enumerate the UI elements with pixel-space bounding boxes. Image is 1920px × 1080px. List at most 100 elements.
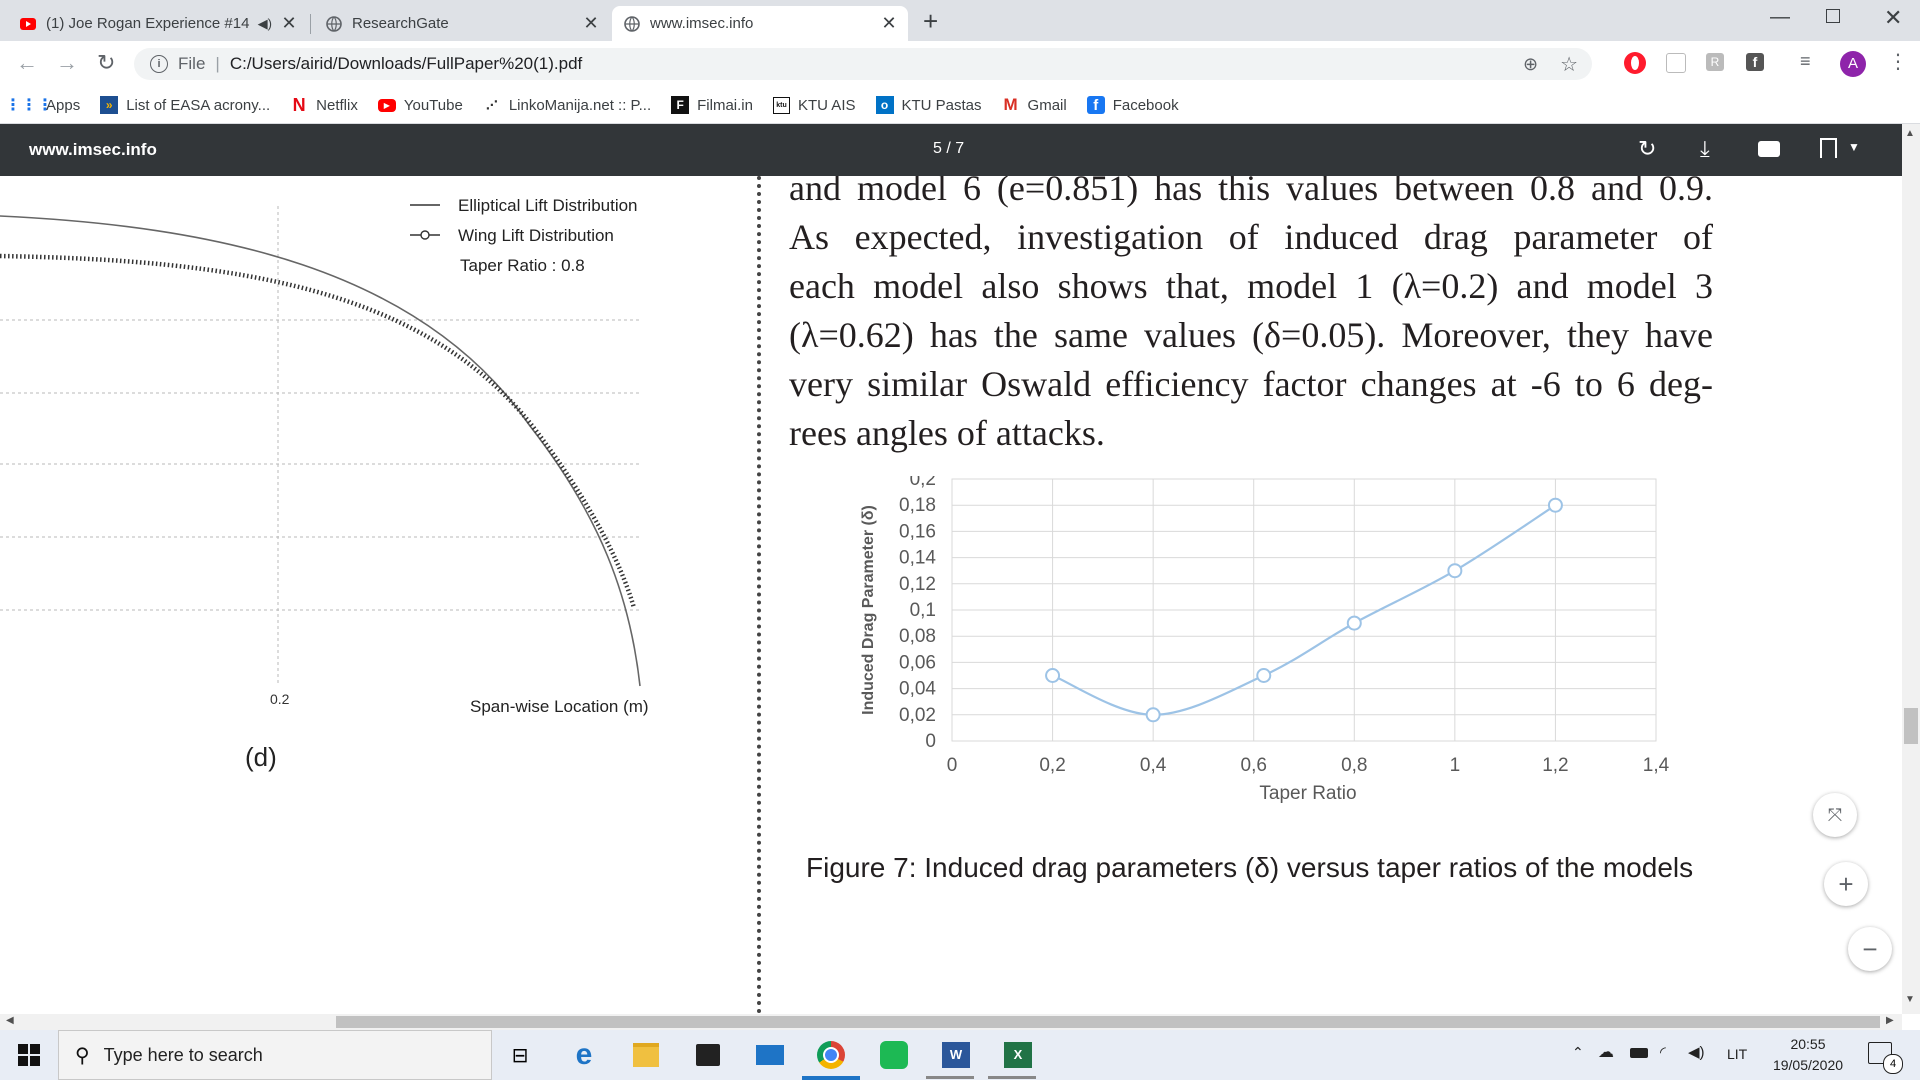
- excel-running-indicator: [988, 1076, 1036, 1079]
- page-indicator[interactable]: 5 / 7: [933, 140, 965, 157]
- wifi-icon[interactable]: ◜: [1660, 1044, 1666, 1061]
- panel-label: (d): [245, 742, 277, 772]
- scroll-down-icon[interactable]: ▼: [1905, 994, 1915, 1005]
- print-icon[interactable]: [1758, 141, 1780, 157]
- chrome-icon[interactable]: [813, 1037, 849, 1073]
- back-icon[interactable]: ←: [16, 50, 38, 75]
- bookmark-ktu-ais[interactable]: ktu KTU AIS: [772, 96, 856, 114]
- bookmark-label: Netflix: [316, 96, 358, 114]
- y-tick-label: 0: [925, 731, 936, 752]
- store-icon[interactable]: [690, 1037, 726, 1073]
- legend-taper-ratio: Taper Ratio : 0.8: [460, 256, 585, 275]
- zoom-out-button[interactable]: −: [1848, 927, 1892, 971]
- reading-list-icon[interactable]: ≡: [1800, 51, 1811, 71]
- filmai-icon: F: [671, 96, 690, 114]
- opera-extension-icon[interactable]: [1624, 52, 1646, 74]
- restore-icon[interactable]: [1826, 9, 1840, 23]
- volume-icon[interactable]: ◀): [1688, 1044, 1705, 1061]
- bookmark-label: List of EASA acrony...: [126, 96, 271, 114]
- induced-drag-chart: 0 0,2 0,4 0,6 0,8 1 1,2 1,4 0 0,02 0,04 0,06 0,08 0,1…: [860, 476, 1670, 804]
- scroll-right-icon[interactable]: ▶: [1886, 1015, 1894, 1026]
- bookmark-icon[interactable]: [1820, 138, 1837, 158]
- legend-wing: Wing Lift Distribution: [458, 226, 614, 245]
- windows-start-icon[interactable]: [18, 1044, 40, 1066]
- x-tick-label: 0,6: [1241, 755, 1267, 776]
- vertical-scroll-thumb[interactable]: [1904, 708, 1918, 744]
- excel-icon[interactable]: X: [1000, 1037, 1036, 1073]
- taskbar-search-box[interactable]: ⚲ Type here to search: [58, 1030, 492, 1080]
- legend-elliptical: Elliptical Lift Distribution: [458, 196, 638, 215]
- forward-icon[interactable]: →: [56, 50, 78, 75]
- onedrive-icon[interactable]: ☁: [1598, 1044, 1614, 1061]
- action-center-icon[interactable]: [1868, 1042, 1892, 1064]
- bookmark-easa[interactable]: » List of EASA acrony...: [100, 96, 270, 114]
- bookmark-filmai[interactable]: F Filmai.in: [671, 96, 753, 114]
- bookmark-linkomanija[interactable]: ⋰ LinkoManija.net :: P...: [483, 96, 651, 114]
- mail-icon[interactable]: [752, 1037, 788, 1073]
- address-bar[interactable]: i File | C:/Users/airid/Downloads/FullPa…: [134, 48, 1592, 80]
- youtube-icon: [20, 17, 36, 30]
- tab-imsec[interactable]: www.imsec.info ✕: [612, 6, 908, 41]
- tab-close-icon[interactable]: ✕: [881, 13, 897, 33]
- reload-icon[interactable]: ↻: [97, 50, 116, 75]
- language-indicator[interactable]: LIT: [1727, 1046, 1748, 1062]
- chevron-down-icon[interactable]: ▼: [1848, 140, 1860, 154]
- vertical-scrollbar[interactable]: ▲ ▼: [1902, 124, 1920, 1014]
- word-icon[interactable]: W: [938, 1037, 974, 1073]
- bookmark-ktu-pastas[interactable]: o KTU Pastas: [875, 96, 982, 114]
- horizontal-scroll-thumb[interactable]: [336, 1016, 1880, 1028]
- outlook-icon: o: [875, 96, 894, 114]
- bookmark-star-icon[interactable]: ☆: [1560, 53, 1578, 76]
- edge-icon[interactable]: e: [575, 1038, 593, 1071]
- battery-icon[interactable]: [1630, 1048, 1648, 1058]
- chrome-active-indicator: [802, 1076, 860, 1080]
- y-tick-label: 0,12: [899, 574, 936, 595]
- bookmark-facebook[interactable]: f Facebook: [1086, 96, 1179, 114]
- horizontal-scrollbar[interactable]: ◀ ▶: [0, 1014, 1902, 1030]
- bookmark-netflix[interactable]: N Netflix: [290, 95, 358, 115]
- profile-avatar[interactable]: A: [1840, 51, 1866, 77]
- data-point: [1346, 615, 1362, 631]
- info-icon[interactable]: i: [150, 55, 168, 73]
- new-tab-button[interactable]: +: [923, 6, 939, 36]
- menu-kebab-icon[interactable]: ⋮: [1888, 51, 1908, 73]
- facebook-extension-icon[interactable]: f: [1746, 53, 1764, 71]
- y-tick-label: 0,16: [899, 521, 936, 542]
- x-tick-label: 1,2: [1542, 755, 1568, 776]
- pocket-extension-icon[interactable]: [1666, 53, 1686, 73]
- clock-date: 19/05/2020: [1772, 1057, 1844, 1073]
- chevron-up-icon[interactable]: ⌃: [1572, 1044, 1584, 1060]
- scroll-up-icon[interactable]: ▲: [1905, 128, 1915, 139]
- y-tick-label: 0,08: [899, 626, 936, 647]
- clock[interactable]: 20:55 19/05/2020: [1762, 1034, 1854, 1076]
- tick-label: 0.2: [270, 691, 290, 707]
- tab-close-icon[interactable]: ✕: [583, 13, 599, 33]
- x-axis-title: Taper Ratio: [1259, 783, 1356, 804]
- tab-title: www.imsec.info: [650, 15, 754, 32]
- close-window-icon[interactable]: ✕: [1884, 5, 1903, 30]
- spotify-icon[interactable]: [876, 1037, 912, 1073]
- fit-page-icon[interactable]: ⤧: [1813, 793, 1857, 837]
- file-explorer-icon[interactable]: [628, 1037, 664, 1073]
- paragraph-line: each model also shows that, model 1 (λ=0…: [789, 266, 1713, 306]
- y-tick-label: 0,04: [899, 679, 936, 700]
- tab-close-icon[interactable]: ✕: [281, 13, 297, 33]
- paragraph-line: rees angles of attacks.: [789, 413, 1105, 453]
- bookmark-apps[interactable]: ⋮⋮⋮ Apps: [5, 96, 80, 115]
- zoom-in-button[interactable]: +: [1824, 862, 1868, 906]
- search-icon: ⚲: [75, 1044, 90, 1067]
- rotate-icon[interactable]: ↻: [1638, 136, 1657, 161]
- task-view-icon[interactable]: ⊟: [511, 1044, 529, 1067]
- scroll-left-icon[interactable]: ◀: [6, 1015, 14, 1026]
- download-icon[interactable]: ⤓: [1700, 136, 1710, 161]
- minimize-icon[interactable]: —: [1770, 6, 1790, 28]
- url-text[interactable]: C:/Users/airid/Downloads/FullPaper%20(1)…: [229, 54, 583, 73]
- tab-researchgate[interactable]: ResearchGate ✕: [314, 6, 610, 41]
- zoom-icon[interactable]: ⊕: [1522, 53, 1539, 74]
- bookmark-youtube[interactable]: ▶ YouTube: [377, 97, 463, 114]
- bookmark-gmail[interactable]: M Gmail: [1002, 95, 1066, 114]
- clock-time: 20:55: [1790, 1036, 1826, 1052]
- extension-icon[interactable]: R: [1706, 53, 1724, 71]
- tab-joe-rogan[interactable]: (1) Joe Rogan Experience #14 ◀) ✕: [8, 6, 308, 41]
- speaker-icon[interactable]: ◀): [257, 15, 272, 31]
